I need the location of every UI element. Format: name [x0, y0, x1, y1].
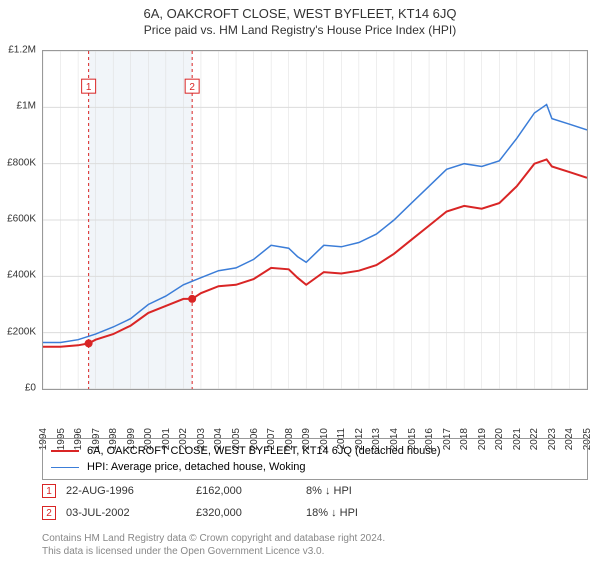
- footer: Contains HM Land Registry data © Crown c…: [42, 532, 588, 558]
- legend-item: 6A, OAKCROFT CLOSE, WEST BYFLEET, KT14 6…: [51, 443, 579, 459]
- chart-title: 6A, OAKCROFT CLOSE, WEST BYFLEET, KT14 6…: [0, 6, 600, 21]
- sale-row-1: 1 22-AUG-1996 £162,000 8% ↓ HPI: [42, 484, 588, 498]
- sale-vs-hpi: 8% ↓ HPI: [306, 485, 352, 497]
- y-tick-label: £0: [25, 383, 36, 394]
- sale-vs-hpi: 18% ↓ HPI: [306, 507, 358, 519]
- sale-price: £162,000: [196, 485, 296, 497]
- y-tick-label: £600K: [7, 214, 36, 225]
- svg-text:2: 2: [189, 82, 195, 93]
- legend-label: HPI: Average price, detached house, Woki…: [87, 461, 306, 473]
- y-axis: £0£200K£400K£600K£800K£1M£1.2M: [0, 50, 40, 390]
- y-tick-label: £1.2M: [8, 45, 36, 56]
- legend-swatch: [51, 450, 79, 452]
- sale-marker-badge: 1: [42, 484, 56, 498]
- sale-price: £320,000: [196, 507, 296, 519]
- x-axis: 1994199519961997199819992000200120022003…: [42, 392, 588, 436]
- sale-row-2: 2 03-JUL-2002 £320,000 18% ↓ HPI: [42, 506, 588, 520]
- plot-area: 12: [42, 50, 588, 390]
- svg-text:1: 1: [86, 82, 92, 93]
- sale-date: 03-JUL-2002: [66, 507, 186, 519]
- legend: 6A, OAKCROFT CLOSE, WEST BYFLEET, KT14 6…: [42, 438, 588, 480]
- footer-line-1: Contains HM Land Registry data © Crown c…: [42, 532, 588, 545]
- legend-swatch: [51, 467, 79, 468]
- y-tick-label: £800K: [7, 157, 36, 168]
- chart-subtitle: Price paid vs. HM Land Registry's House …: [0, 23, 600, 37]
- chart-container: 6A, OAKCROFT CLOSE, WEST BYFLEET, KT14 6…: [0, 6, 600, 566]
- chart-svg: 12: [43, 51, 587, 389]
- y-tick-label: £1M: [17, 101, 36, 112]
- y-tick-label: £400K: [7, 270, 36, 281]
- legend-item: HPI: Average price, detached house, Woki…: [51, 459, 579, 475]
- y-tick-label: £200K: [7, 326, 36, 337]
- sale-date: 22-AUG-1996: [66, 485, 186, 497]
- legend-label: 6A, OAKCROFT CLOSE, WEST BYFLEET, KT14 6…: [87, 445, 441, 457]
- footer-line-2: This data is licensed under the Open Gov…: [42, 545, 588, 558]
- sale-marker-badge: 2: [42, 506, 56, 520]
